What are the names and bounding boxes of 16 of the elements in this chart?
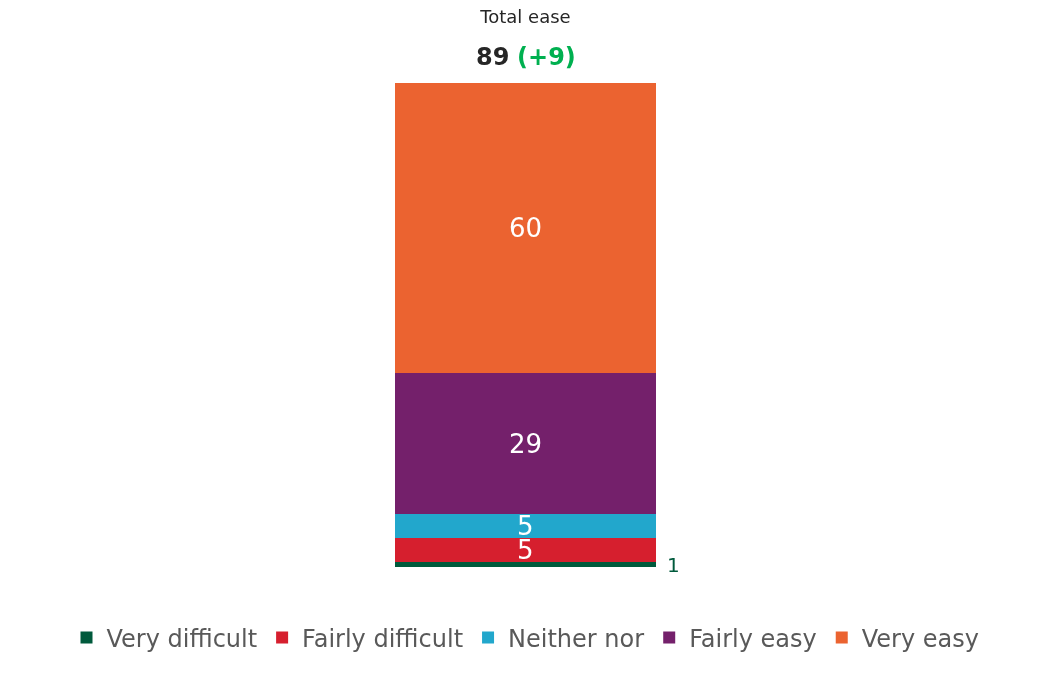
text: 89 — [476, 43, 510, 71]
data-label: 5 — [517, 535, 534, 565]
data-label: 60 — [509, 213, 543, 243]
text: (+9) — [517, 43, 576, 71]
legend-label: Very difficult — [106, 624, 258, 653]
data-label: 1 — [667, 553, 680, 577]
data-label: 29 — [509, 429, 543, 459]
bar — [395, 373, 656, 514]
legend-label: Very easy — [861, 624, 979, 653]
legend-label: Neither nor — [508, 624, 645, 653]
chart-title: Total ease — [479, 5, 571, 27]
bar — [395, 537, 656, 563]
legend-label: Fairly easy — [689, 624, 817, 653]
bar — [395, 513, 656, 538]
legend-label: Fairly difficult — [302, 624, 464, 653]
bar — [395, 562, 656, 567]
